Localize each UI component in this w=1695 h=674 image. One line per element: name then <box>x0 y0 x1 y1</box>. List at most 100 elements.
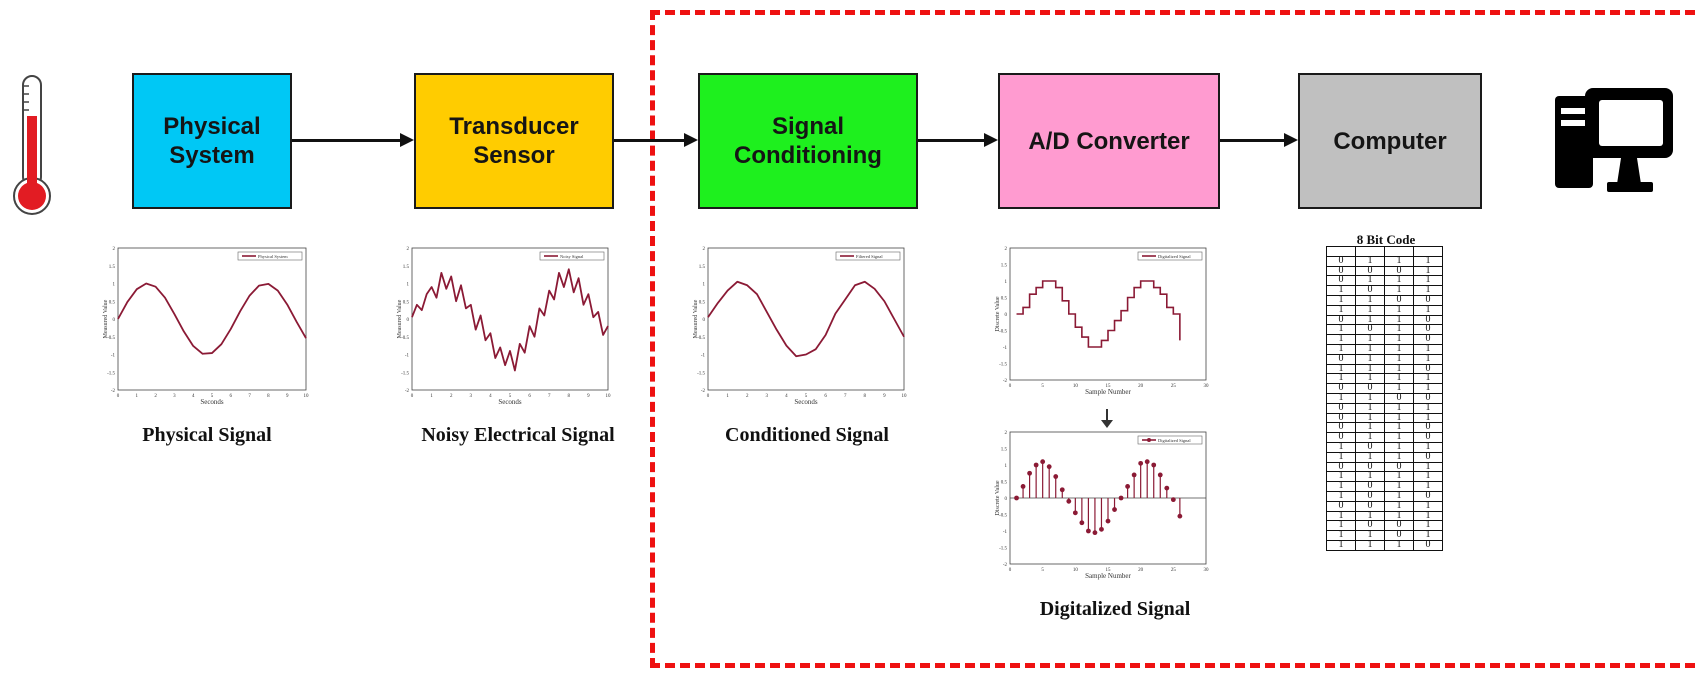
stem-marker <box>1125 484 1130 489</box>
desktop-computer-icon <box>1555 88 1673 192</box>
y-tick-label: -1.5 <box>999 363 1007 368</box>
digitalized-stem-plot: 21.510.50-0.5-1-1.5-20 5 10 15 20 25 30Sample … <box>995 431 1210 580</box>
stem-marker <box>1079 520 1085 526</box>
y-tick-label: -1.5 <box>697 371 705 376</box>
stem-marker <box>1040 459 1046 465</box>
x-tick-label: 1 <box>136 394 139 399</box>
y-tick-label: -0.5 <box>401 336 409 341</box>
x-tick-label: 3 <box>470 394 473 399</box>
ad-converter-block: A/D Converter <box>998 73 1220 209</box>
x-tick-label: 4 <box>489 394 492 399</box>
y-tick-label: 2 <box>703 247 706 252</box>
x-tick-label: 20 <box>1138 384 1144 389</box>
legend-label: Physical System <box>258 254 288 259</box>
y-tick-label: -0.5 <box>107 336 115 341</box>
legend-box <box>237 251 303 261</box>
stem-marker <box>1086 528 1091 534</box>
thermometer-icon <box>13 75 51 215</box>
x-tick-label: 4 <box>192 394 195 399</box>
stem-marker <box>1151 462 1157 468</box>
stem-marker <box>1059 487 1065 493</box>
series-line <box>411 268 609 372</box>
y-tick-label: 2 <box>407 247 410 252</box>
x-tick-label: 7 <box>248 394 251 399</box>
stem-marker <box>1164 485 1170 491</box>
x-tick-label: 9 <box>587 394 590 399</box>
legend-label: Digitalized Signal <box>1158 254 1191 259</box>
x-tick-label: 10 <box>1073 568 1079 573</box>
y-tick-label: -0.5 <box>697 336 705 341</box>
x-tick-label: 1 <box>430 394 433 399</box>
stem-marker <box>1138 460 1144 466</box>
y-tick-label: -1 <box>1003 346 1008 351</box>
digitalized-stair-plot: 21.510.50-0.5-1-1.5-20 5 10 15 20 25 30Sample … <box>995 247 1209 396</box>
y-tick-label: 0 <box>113 318 116 323</box>
y-tick-label: -1 <box>1003 530 1008 535</box>
y-tick-label: 0 <box>703 318 706 323</box>
x-tick-label: 1 <box>726 394 729 399</box>
y-tick-label: 0.5 <box>699 300 706 305</box>
conditioned-signal-plot: 21.510.50-0.5-1-1.5-20 1 2 3 4 5 6 7 8 9 10Seconds… <box>693 247 907 406</box>
y-tick-label: 0.5 <box>403 300 410 305</box>
x-tick-label: 25 <box>1171 384 1177 389</box>
x-tick-label: 15 <box>1106 568 1112 573</box>
digital-processing-region <box>650 10 1695 668</box>
x-tick-label: 5 <box>1041 384 1044 389</box>
arrow-physical-to-transducer <box>292 133 414 147</box>
caption-conditioned-signal: Conditioned Signal <box>725 424 889 446</box>
x-tick-label: 5 <box>509 394 512 399</box>
y-tick-label: 1.5 <box>699 265 706 270</box>
y-tick-label: 2 <box>1005 431 1008 436</box>
x-tick-label: 10 <box>606 394 612 399</box>
plot-frame <box>707 247 905 391</box>
table-cell: 1 <box>1355 540 1385 551</box>
stem-marker <box>1046 464 1052 470</box>
caption-noisy-signal: Noisy Electrical Signal <box>421 424 615 446</box>
x-tick-label: 2 <box>154 394 157 399</box>
y-tick-label: 1.5 <box>403 265 410 270</box>
x-tick-label: 30 <box>1204 568 1210 573</box>
y-tick-label: 1 <box>407 283 410 288</box>
stem-marker <box>1020 484 1026 489</box>
x-tick-label: 20 <box>1138 568 1144 573</box>
x-axis-label: Seconds <box>498 398 522 406</box>
table-cell: 1 <box>1384 540 1414 551</box>
x-tick-label: 9 <box>883 394 886 399</box>
y-tick-label: 1.5 <box>1001 448 1008 453</box>
stem-marker <box>1099 526 1104 532</box>
y-tick-label: 1.5 <box>1001 264 1008 269</box>
y-tick-label: 1 <box>113 283 116 288</box>
y-tick-label: 2 <box>1005 247 1008 252</box>
x-tick-label: 5 <box>211 394 214 399</box>
x-tick-label: 0 <box>1009 384 1012 389</box>
physical-signal-plot: 21.510.50-0.5-1-1.5-20 1 2 3 4 5 6 7 8 9 10Seconds… <box>103 247 310 406</box>
x-tick-label: 3 <box>766 394 769 399</box>
stem-marker <box>1092 530 1098 536</box>
arrow-down-icon <box>1101 409 1113 428</box>
legend-label: Digitalized Signal <box>1158 438 1191 443</box>
x-tick-label: 2 <box>450 394 453 399</box>
legend-box <box>539 251 605 261</box>
y-axis-label: Measured Value <box>103 299 109 338</box>
x-tick-label: 3 <box>173 394 176 399</box>
series-stairs <box>1016 280 1181 348</box>
bit-table-title: 8 Bit Code <box>1356 232 1416 247</box>
stem-marker <box>1144 459 1150 465</box>
y-tick-label: -1 <box>405 354 410 359</box>
y-tick-label: 0.5 <box>109 300 116 305</box>
y-tick-label: -2 <box>405 389 410 394</box>
x-tick-label: 10 <box>304 394 310 399</box>
stem-marker <box>1170 497 1176 503</box>
x-tick-label: 5 <box>1041 568 1044 573</box>
x-tick-label: 4 <box>785 394 788 399</box>
legend-label: Filtered Signal <box>856 254 883 259</box>
table-cell: 1 <box>1326 540 1356 551</box>
stem-marker <box>1014 495 1019 501</box>
series-line <box>707 280 905 358</box>
stem-marker <box>1131 472 1137 478</box>
